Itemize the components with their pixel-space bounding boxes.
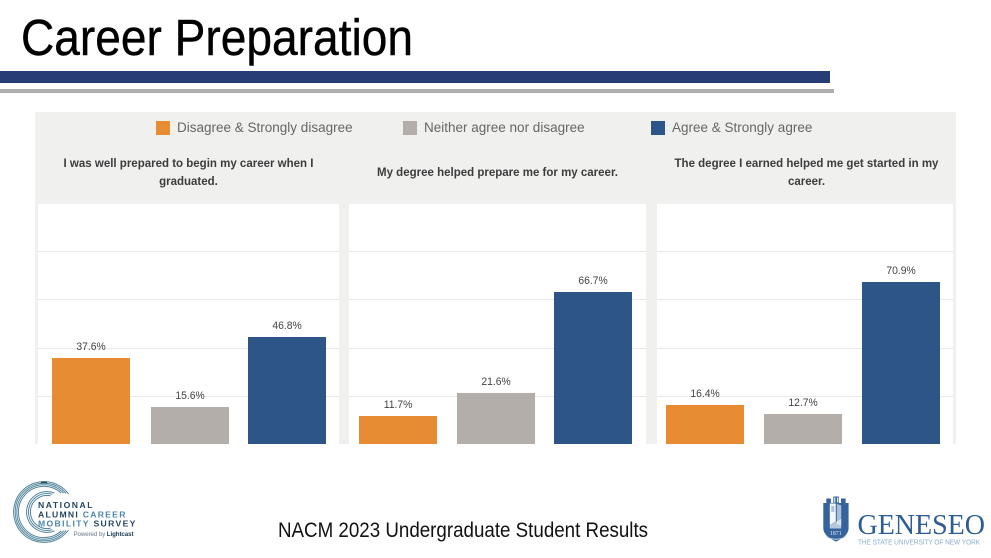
svg-text:GENESEO: GENESEO (858, 510, 986, 541)
svg-text:NATIONAL: NATIONAL (38, 500, 94, 510)
svg-text:THE STATE UNIVERSITY OF NEW YO: THE STATE UNIVERSITY OF NEW YORK (858, 537, 980, 546)
svg-text:ALUMNI CAREER: ALUMNI CAREER (38, 509, 126, 519)
svg-text:MOBILITY SURVEY: MOBILITY SURVEY (38, 519, 136, 529)
svg-text:1871: 1871 (830, 531, 842, 537)
svg-text:Powered by Lightcast: Powered by Lightcast (74, 531, 134, 538)
